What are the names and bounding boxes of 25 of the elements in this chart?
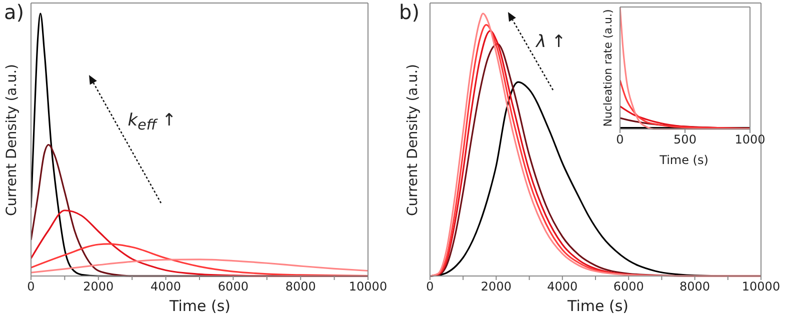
x-tick-label: 10000 (348, 280, 388, 294)
y-axis-title: Current Density (a.u.) (4, 64, 20, 216)
x-tick-label: 1000 (734, 132, 766, 147)
x-tick-label: 2000 (480, 280, 512, 294)
x-tick-label: 500 (674, 132, 696, 147)
x-tick-label: 0 (426, 280, 434, 294)
y-axis-title: Current Density (a.u.) (405, 64, 421, 216)
x-axis-title: Time (s) (170, 297, 230, 315)
x-tick-label: 10000 (742, 280, 780, 294)
x-tick-label: 4000 (547, 280, 578, 294)
chart-title: a) (4, 0, 24, 24)
x-tick-label: 0 (27, 280, 35, 294)
x-tick-label: 8000 (285, 280, 316, 294)
x-axis-title: Time (s) (660, 153, 708, 167)
x-tick-label: 4000 (150, 280, 182, 294)
chart-title: b) (399, 0, 420, 24)
y-axis-title: Nucleation rate (a.u.) (602, 9, 614, 127)
x-tick-label: 0 (616, 132, 624, 147)
x-tick-label: 2000 (83, 280, 114, 294)
x-tick-label: 8000 (680, 280, 710, 294)
x-axis-title: Time (s) (568, 297, 628, 315)
x-tick-label: 6000 (218, 280, 248, 294)
x-tick-label: 6000 (613, 280, 644, 294)
annotation: λ ↑ (536, 32, 566, 52)
annotation: k$_{eff}$ ↑ (128, 110, 176, 134)
